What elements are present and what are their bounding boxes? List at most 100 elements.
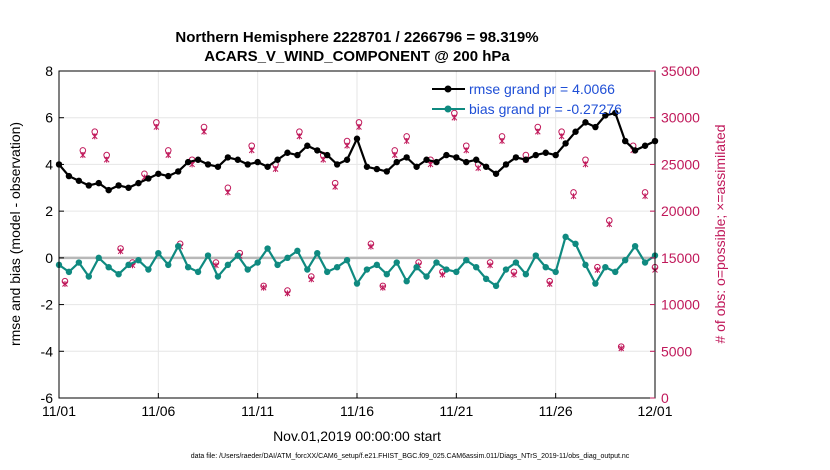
bias-point (314, 249, 321, 257)
bias-point (65, 268, 73, 276)
bias-point (423, 273, 430, 280)
y-right-tick-label: 0 (661, 390, 669, 406)
bias-point (105, 264, 112, 271)
rmse-point (482, 163, 490, 170)
bias-point (184, 264, 192, 271)
obs-assimilated-point (511, 271, 517, 278)
obs-assimilated-point (248, 147, 255, 154)
rmse-point (393, 158, 400, 166)
x-tick-label: 11/26 (539, 403, 573, 419)
obs-assimilated-point (403, 138, 410, 145)
bias-point (592, 280, 599, 287)
rmse-point (333, 161, 341, 168)
rmse-point (274, 156, 281, 163)
bias-point (125, 261, 132, 269)
rmse-point (165, 172, 172, 180)
y-right-tick-label: 10000 (661, 297, 700, 313)
rmse-point (224, 154, 232, 161)
rmse-point (294, 151, 301, 159)
bias-point (403, 278, 410, 285)
obs-assimilated-point (368, 243, 374, 250)
legend-bias-label: bias grand pr = -0.27276 (469, 101, 622, 117)
obs-assimilated-markers (62, 114, 658, 352)
obs-assimilated-point (165, 152, 172, 159)
rmse-point (105, 186, 112, 194)
bias-point (562, 233, 569, 241)
bias-point (363, 266, 371, 273)
bias-point (492, 282, 500, 290)
obs-assimilated-point (201, 128, 207, 135)
obs-assimilated-point (642, 193, 648, 200)
rmse-point (254, 158, 261, 166)
rmse-point (373, 165, 381, 173)
x-tick-label: 11/21 (439, 403, 473, 419)
x-axis: 11/01 11/06 11/11 11/16 11/21 11/26 12/01 (42, 393, 673, 419)
bias-point (115, 271, 122, 278)
rmse-point (244, 161, 251, 168)
rmse-point (552, 151, 559, 159)
rmse-point (542, 149, 549, 156)
bias-point (502, 266, 510, 273)
y-right-tick-label: 5000 (661, 343, 692, 359)
bias-point (284, 254, 291, 262)
legend-bias-marker (444, 105, 452, 113)
rmse-point (473, 156, 480, 163)
obs-assimilated-point (62, 281, 68, 288)
rmse-point (155, 170, 162, 177)
rmse-point (492, 170, 500, 177)
obs-assimilated-point (284, 290, 291, 297)
y-left-tick-label: -6 (41, 390, 54, 406)
rmse-point (363, 163, 371, 170)
rmse-point (522, 156, 530, 163)
series-lines (55, 109, 659, 290)
bias-point (383, 271, 390, 278)
rmse-point (324, 151, 331, 159)
bias-point (522, 271, 530, 278)
rmse-point (85, 182, 93, 189)
chart-title-line1: Northern Hemisphere 2228701 / 2266796 = … (175, 29, 538, 46)
bias-point (433, 259, 440, 266)
obs-assimilated-point (499, 138, 505, 145)
bias-point (512, 259, 520, 266)
y-left-tick-label: -2 (41, 297, 54, 313)
rmse-point (403, 154, 410, 161)
bias-point (95, 254, 102, 262)
obs-assimilated-point (546, 281, 553, 288)
y-axis-right: 0 5000 10000 15000 20000 25000 30000 35000 (650, 63, 700, 406)
bias-point (145, 266, 152, 273)
obs-assimilated-point (451, 114, 458, 121)
x-axis-label: Nov.01,2019 00:00:00 start (273, 428, 441, 444)
y-left-tick-label: 8 (45, 63, 53, 79)
bias-point (264, 245, 271, 252)
data-file-footer: data file: /Users/raeder/DAI/ATM_forcXX/… (191, 453, 630, 460)
x-tick-label: 11/11 (241, 403, 274, 419)
obs-assimilated-point (558, 133, 565, 140)
bias-point (453, 268, 460, 276)
obs-assimilated-point (225, 189, 231, 196)
rmse-point (592, 123, 599, 131)
rmse-point (602, 112, 609, 119)
bias-point (244, 266, 251, 273)
rmse-point (453, 154, 460, 161)
bias-point (254, 259, 261, 266)
rmse-point (612, 109, 619, 117)
chart-title-line2: ACARS_V_WIND_COMPONENT @ 200 hPa (204, 48, 510, 65)
bias-point (542, 264, 549, 271)
rmse-point (204, 161, 212, 168)
rmse-point (314, 147, 321, 154)
obs-assimilated-point (427, 161, 434, 168)
bias-point (224, 261, 232, 269)
x-tick-label: 11/01 (42, 403, 76, 419)
obs-assimilated-point (117, 248, 124, 255)
bias-point (304, 266, 311, 273)
y-left-tick-label: 6 (45, 110, 53, 126)
obs-assimilated-point (534, 128, 541, 135)
bias-point (641, 259, 649, 266)
x-tick-label: 11/06 (141, 403, 175, 419)
bias-point (552, 268, 559, 276)
obs-assimilated-point (606, 221, 613, 228)
bias-point (274, 261, 281, 269)
rmse-point (622, 137, 629, 145)
obs-assimilated-point (379, 284, 386, 291)
